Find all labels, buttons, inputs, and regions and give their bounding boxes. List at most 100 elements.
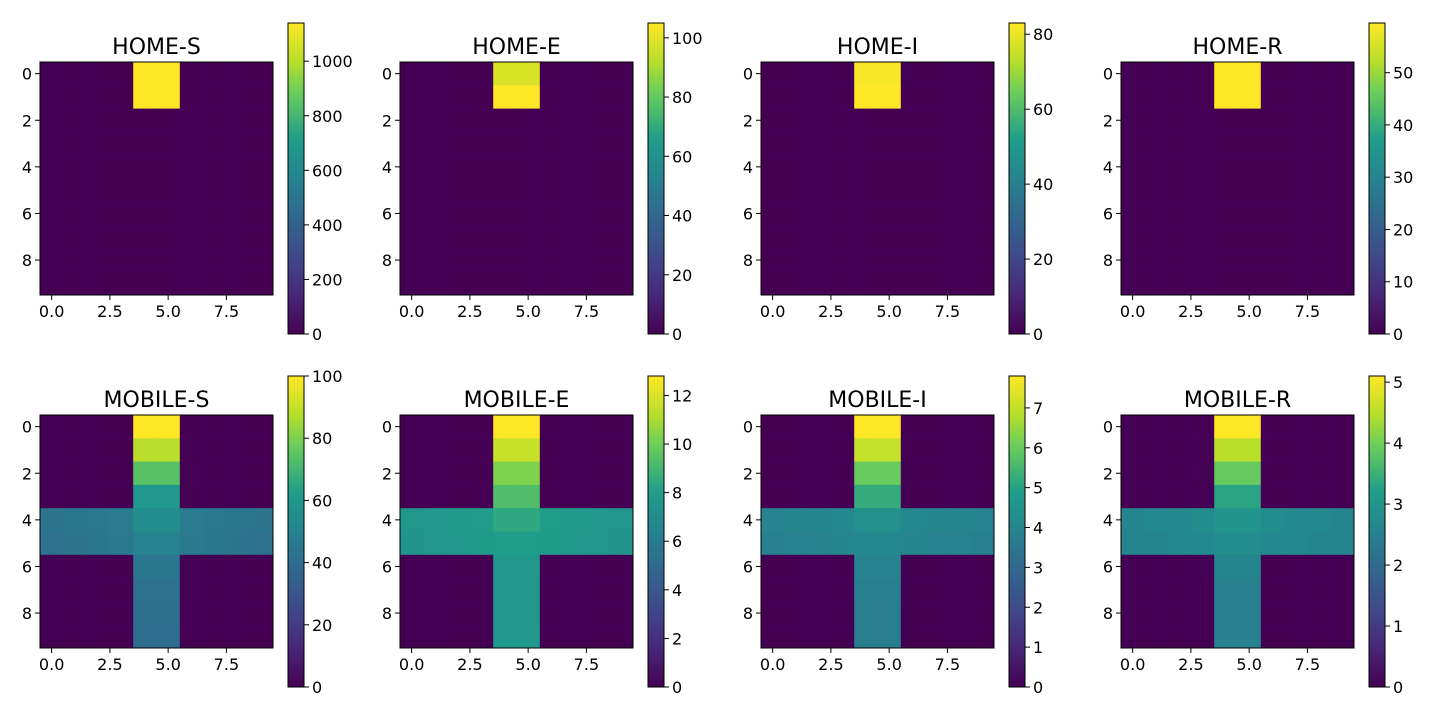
heatmap-cell xyxy=(1214,531,1238,556)
heatmap-cell xyxy=(179,438,204,462)
heatmap-cell xyxy=(877,484,902,509)
colorbar-tick-label: 20 xyxy=(1033,250,1053,269)
heatmap-cell xyxy=(807,62,832,86)
heatmap-cell xyxy=(1260,438,1285,462)
heatmap-cell xyxy=(947,438,972,462)
heatmap-cell xyxy=(1214,508,1238,532)
colorbar-tick-label: 1 xyxy=(1033,638,1043,657)
heatmap-cell xyxy=(203,108,227,133)
heatmap-cell xyxy=(516,484,541,509)
heatmap-cell xyxy=(40,601,64,626)
heatmap-cell xyxy=(947,554,972,579)
heatmap-cell xyxy=(970,531,995,556)
heatmap-cell xyxy=(86,271,111,296)
heatmap-cell xyxy=(539,554,564,579)
heatmap-cell xyxy=(469,248,494,273)
heatmap-cell xyxy=(516,155,541,179)
heatmap-cell xyxy=(761,531,785,556)
heatmap-cell xyxy=(761,62,785,86)
heatmap-cell xyxy=(563,578,587,602)
heatmap-cell xyxy=(807,415,832,439)
heatmap-cell xyxy=(86,155,111,179)
x-tick-label: 0.0 xyxy=(760,302,785,321)
heatmap-cell xyxy=(400,578,424,602)
heatmap-cell xyxy=(924,624,948,649)
heatmap-cell xyxy=(854,624,878,649)
heatmap-cell xyxy=(179,131,204,156)
heatmap-cell xyxy=(830,62,855,86)
heatmap-cell xyxy=(446,248,471,273)
axes-frame xyxy=(1120,414,1355,649)
colorbar-tick-label: 40 xyxy=(1393,116,1413,135)
heatmap-cell xyxy=(854,225,878,249)
heatmap-cell xyxy=(1284,484,1308,509)
heatmap-cell xyxy=(807,155,832,179)
heatmap-cell xyxy=(586,531,611,556)
heatmap-cell xyxy=(609,155,634,179)
heatmap-cell xyxy=(900,461,925,486)
colorbar-tick-label: 4 xyxy=(1033,519,1043,538)
panel-title: MOBILE-R xyxy=(1184,388,1291,413)
heatmap-cell xyxy=(63,178,87,203)
heatmap-cell xyxy=(900,438,925,462)
heatmap-cell xyxy=(539,201,564,226)
heatmap-cell xyxy=(516,225,541,249)
colorbar-tick-label: 50 xyxy=(1393,64,1413,83)
heatmap-cell xyxy=(1330,85,1355,109)
heatmap-cell xyxy=(109,508,134,532)
heatmap-cell xyxy=(761,578,785,602)
heatmap-cell xyxy=(609,178,634,203)
heatmap-cell xyxy=(63,624,87,649)
heatmap-cell xyxy=(203,85,227,109)
heatmap-cell xyxy=(1284,225,1308,249)
heatmap-cell xyxy=(469,578,494,602)
heatmap-cell xyxy=(1144,554,1168,579)
y-tick-label: 0 xyxy=(22,65,32,84)
heatmap-cell xyxy=(493,484,517,509)
heatmap-cell xyxy=(203,62,227,86)
heatmap-cell xyxy=(854,178,878,203)
heatmap-cell xyxy=(226,225,251,249)
heatmap-cell xyxy=(400,201,424,226)
heatmap-cell xyxy=(493,415,517,439)
heatmap-cell xyxy=(493,624,517,649)
heatmap-cell xyxy=(109,461,134,486)
heatmap-cell xyxy=(156,225,181,249)
heatmap-cell xyxy=(1260,415,1285,439)
heatmap-cell xyxy=(133,271,157,296)
heatmap-cell xyxy=(1190,461,1215,486)
y-tick-label: 2 xyxy=(1103,111,1113,130)
heatmap-cell xyxy=(63,438,87,462)
heatmap-cell xyxy=(761,178,785,203)
y-tick-label: 0 xyxy=(22,418,32,437)
heatmap-cells xyxy=(40,415,274,649)
heatmap-cell xyxy=(1190,108,1215,133)
heatmap-cell xyxy=(249,62,274,86)
heatmap-cell xyxy=(1237,62,1262,86)
heatmap-cell xyxy=(1121,155,1145,179)
colorbar-tick-label: 7 xyxy=(1033,399,1043,418)
heatmap-cell xyxy=(249,438,274,462)
heatmap-cell xyxy=(947,461,972,486)
heatmap-cell xyxy=(1307,131,1332,156)
heatmap-cell xyxy=(1284,108,1308,133)
x-tick-label: 7.5 xyxy=(574,302,599,321)
heatmap-cell xyxy=(1214,624,1238,649)
colorbar-tick-label: 3 xyxy=(1393,495,1403,514)
heatmap-cell xyxy=(1121,201,1145,226)
heatmap-cell xyxy=(400,271,424,296)
x-tick-label: 2.5 xyxy=(818,655,843,674)
colorbar-tick-label: 600 xyxy=(312,161,343,180)
heatmap-cell xyxy=(854,554,878,579)
heatmap-cell xyxy=(423,201,447,226)
colorbar-tick-label: 1 xyxy=(1393,617,1403,636)
heatmap-cell xyxy=(156,554,181,579)
heatmap-cell xyxy=(761,415,785,439)
heatmap-cell xyxy=(854,578,878,602)
heatmap-cell xyxy=(830,415,855,439)
heatmap-cell xyxy=(1284,601,1308,626)
heatmap-cell xyxy=(1284,62,1308,86)
heatmap-cell xyxy=(609,531,634,556)
heatmap-cell xyxy=(249,131,274,156)
